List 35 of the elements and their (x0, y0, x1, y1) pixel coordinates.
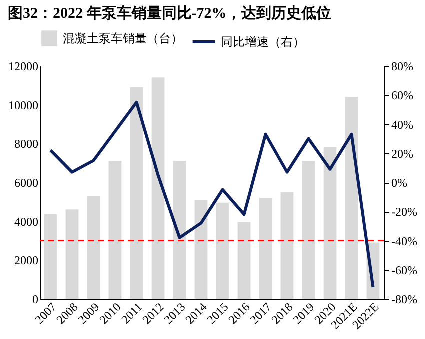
bar (259, 198, 272, 299)
bar (44, 214, 58, 299)
y2-tick-label: -20% (392, 205, 418, 220)
line-series (49, 100, 375, 289)
y-tick-label: 0 (32, 292, 38, 306)
y-tick-label: 4000 (14, 214, 38, 229)
bar (108, 161, 122, 299)
y-tick-label: 10000 (8, 98, 38, 112)
y2-tick-label: -40% (392, 234, 418, 248)
y2-tick-label: 0% (392, 176, 408, 190)
legend-label: 同比增速（右） (221, 35, 305, 49)
y-tick-label: 6000 (14, 176, 38, 190)
y-tick-label: 8000 (14, 137, 38, 152)
bar (130, 87, 144, 299)
y2-tick-label: -80% (392, 292, 418, 306)
bar (302, 161, 316, 299)
bar (87, 196, 100, 299)
y-tick-label: 12000 (8, 60, 38, 74)
chart-title: 图32：2022 年泵车销量同比-72%，达到历史低位 (8, 4, 332, 22)
y2-tick-label: -60% (392, 263, 418, 278)
bar (345, 97, 358, 299)
y2-tick-label: 80% (392, 60, 414, 74)
bar (324, 148, 337, 299)
y-tick-label: 2000 (14, 254, 38, 268)
bar (152, 78, 165, 299)
y2-tick-label: 60% (392, 88, 414, 103)
bar (194, 200, 208, 299)
y2-tick-label: 20% (392, 146, 414, 161)
bar (173, 161, 186, 299)
y2-tick-label: 40% (392, 118, 414, 132)
bar (280, 192, 294, 299)
legend-label: 混凝土泵车销量（台） (63, 32, 183, 46)
bar (238, 222, 251, 299)
bar (216, 202, 230, 299)
bar (66, 210, 79, 299)
